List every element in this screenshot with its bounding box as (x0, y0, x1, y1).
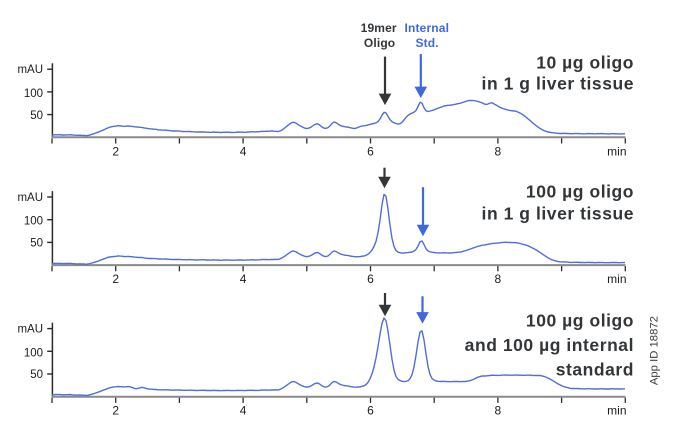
svg-text:8: 8 (495, 272, 502, 286)
svg-text:in 1 g liver tissue: in 1 g liver tissue (482, 204, 634, 224)
svg-text:6: 6 (367, 144, 374, 158)
svg-text:100 µg oligo: 100 µg oligo (526, 311, 634, 331)
svg-text:mAU: mAU (17, 324, 43, 336)
svg-text:in 1 g liver tissue: in 1 g liver tissue (482, 74, 634, 94)
svg-text:19mer: 19mer (361, 21, 397, 35)
svg-text:min: min (607, 272, 626, 286)
svg-text:10 µg oligo: 10 µg oligo (536, 52, 634, 72)
svg-text:Internal: Internal (405, 21, 450, 35)
svg-text:50: 50 (30, 238, 43, 250)
svg-text:100: 100 (24, 216, 43, 228)
svg-text:100: 100 (24, 347, 43, 359)
svg-text:4: 4 (240, 272, 247, 286)
svg-text:2: 2 (112, 144, 119, 158)
svg-text:Std.: Std. (415, 36, 438, 50)
svg-text:100: 100 (24, 88, 43, 100)
svg-text:100 µg oligo: 100 µg oligo (526, 181, 634, 201)
svg-text:standard: standard (556, 360, 634, 380)
svg-text:App ID 18872: App ID 18872 (649, 316, 661, 385)
svg-text:6: 6 (367, 272, 374, 286)
svg-text:50: 50 (30, 110, 43, 122)
svg-text:2: 2 (112, 404, 119, 418)
svg-text:2: 2 (112, 272, 119, 286)
svg-text:8: 8 (495, 404, 502, 418)
svg-text:8: 8 (495, 144, 502, 158)
svg-text:Oligo: Oligo (364, 36, 395, 50)
svg-text:4: 4 (240, 404, 247, 418)
svg-text:mAU: mAU (17, 64, 43, 76)
svg-text:and 100 µg internal: and 100 µg internal (465, 335, 634, 355)
svg-text:50: 50 (30, 369, 43, 381)
svg-text:6: 6 (367, 404, 374, 418)
svg-text:min: min (607, 404, 626, 418)
svg-text:min: min (607, 144, 626, 158)
svg-text:4: 4 (240, 144, 247, 158)
svg-text:mAU: mAU (17, 192, 43, 204)
